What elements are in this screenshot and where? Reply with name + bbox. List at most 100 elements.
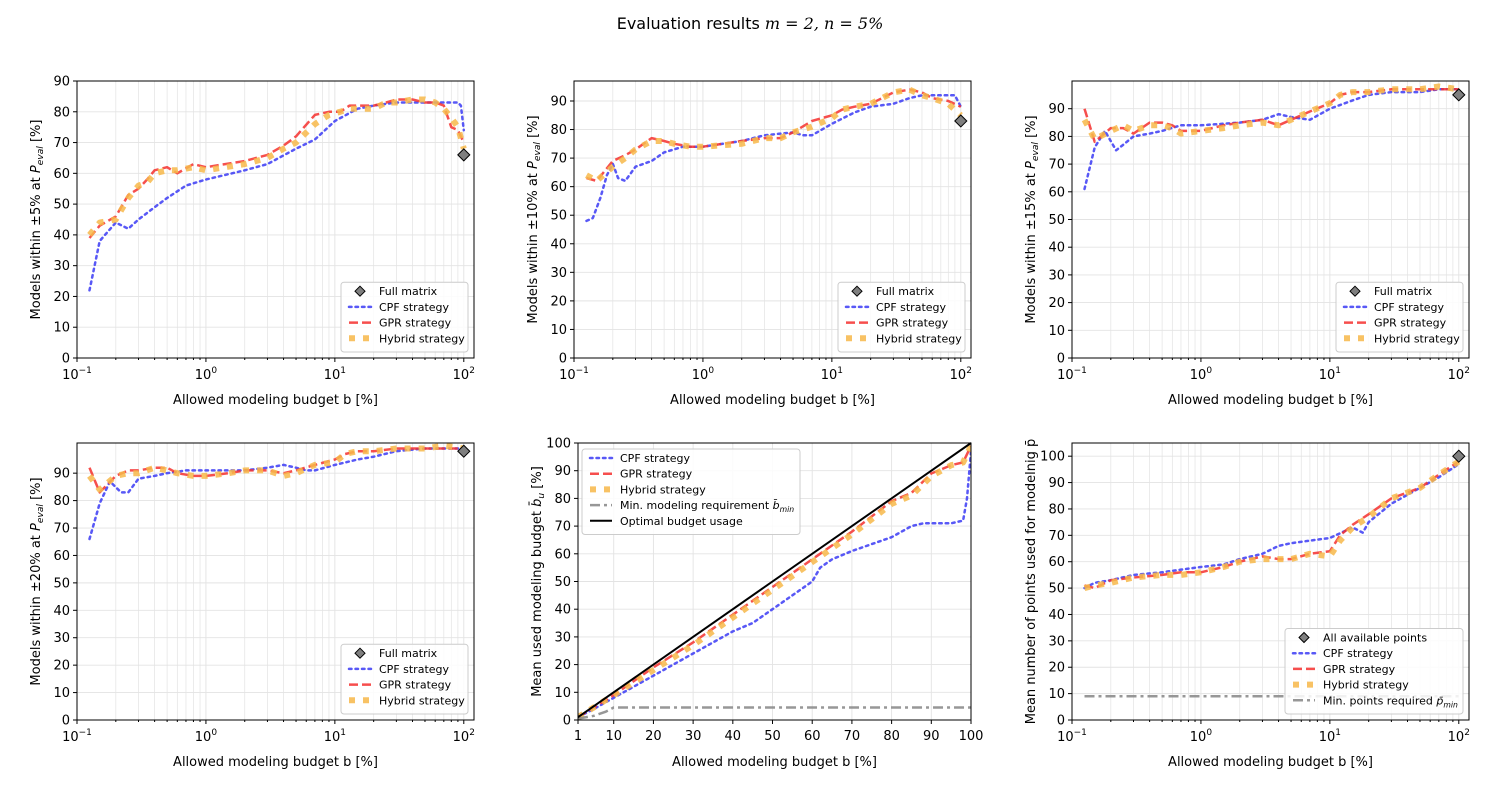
y-tick-label: 80: [53, 105, 70, 120]
legend-label: CPF strategy: [1374, 301, 1445, 314]
legend-p4: Full matrix CPF strategy GPR strategy Hybri…: [340, 643, 469, 715]
y-tick-label: 30: [53, 631, 70, 646]
x-tick-label: 80: [883, 729, 900, 744]
legend-label: GPR strategy: [1323, 663, 1396, 676]
y-tick-label: 30: [53, 259, 70, 274]
y-tick-label: 90: [53, 467, 70, 482]
legend-label: All available points: [1323, 632, 1427, 645]
y-tick-label: 60: [53, 549, 70, 564]
y-tick-label: 30: [554, 630, 571, 645]
y-tick-label: 60: [53, 167, 70, 182]
series-line-solid: [578, 442, 971, 719]
x-tick-label: 90: [923, 729, 940, 744]
x-axis-label: Allowed modeling budget b [%]: [672, 755, 877, 770]
x-tick-label: 101: [1319, 728, 1341, 745]
x-tick-label: 70: [844, 729, 861, 744]
y-tick-label: 0: [1057, 714, 1065, 729]
legend-box: [340, 643, 469, 715]
x-tick-label: 1: [574, 729, 582, 744]
y-tick-label: 60: [1048, 555, 1065, 570]
series-line-dotted: [1083, 88, 1461, 191]
full-matrix-marker: [457, 148, 471, 162]
plot-frame: [76, 442, 475, 721]
legend-label: Min. modeling requirement b̄min: [620, 499, 794, 514]
legend-p2: Full matrix CPF strategy GPR strategy Hybri…: [837, 281, 966, 353]
legend-box: [837, 281, 966, 353]
x-axis-label: Allowed modeling budget b [%]: [173, 755, 378, 770]
legend-label: Hybrid strategy: [379, 694, 465, 707]
legend-label: GPR strategy: [379, 317, 452, 330]
y-tick-label: 10: [1048, 324, 1065, 339]
y-tick-label: 70: [550, 152, 567, 167]
y-tick-label: 0: [563, 714, 571, 729]
legend-label: Optimal budget usage: [620, 515, 743, 528]
y-tick-label: 30: [1048, 268, 1065, 283]
series-line-thick-dashed: [87, 442, 465, 493]
y-axis-label: Mean used modeling budget b̄u [%]: [530, 466, 547, 697]
legend-label: CPF strategy: [1323, 647, 1394, 660]
x-tick-label: 100: [959, 729, 984, 744]
legend-label: Hybrid strategy: [379, 332, 465, 345]
y-tick-label: 60: [550, 180, 567, 195]
y-axis-label: Models within ±10% at Peval [%]: [526, 115, 543, 323]
figure-title-math: m = 2, n = 5%: [764, 14, 884, 33]
y-tick-label: 80: [550, 123, 567, 138]
y-tick-label: 50: [53, 198, 70, 213]
y-tick-label: 20: [1048, 296, 1065, 311]
y-tick-label: 80: [554, 492, 571, 507]
series-line-dotted: [88, 101, 466, 292]
legend-marker: [354, 647, 366, 659]
legend-label: CPF strategy: [379, 663, 450, 676]
y-tick-label: 10: [1048, 687, 1065, 702]
x-tick-label: 102: [950, 366, 972, 383]
legend-box: [581, 448, 801, 535]
series-group-p6: [1083, 458, 1461, 698]
y-tick-label: 20: [554, 658, 571, 673]
y-tick-label: 70: [1048, 158, 1065, 173]
legend-label: GPR strategy: [379, 679, 452, 692]
y-tick-label: 20: [53, 290, 70, 305]
x-tick-label: 100: [1190, 366, 1213, 383]
y-axis-label: Models within ±20% at Peval [%]: [29, 477, 46, 685]
y-tick-label: 10: [53, 321, 70, 336]
y-tick-label: 40: [550, 237, 567, 252]
legend-label: Full matrix: [379, 285, 438, 298]
y-tick-label: 10: [554, 686, 571, 701]
y-tick-label: 20: [53, 659, 70, 674]
y-tick-label: 90: [1048, 102, 1065, 117]
legend-label: CPF strategy: [876, 301, 947, 314]
legend-box: [1284, 628, 1464, 715]
legend-label: Hybrid strategy: [1323, 679, 1409, 692]
y-axis-label: Mean number of points used for modelnig …: [1024, 439, 1039, 725]
legend-box: [340, 281, 469, 353]
y-tick-label: 70: [1048, 529, 1065, 544]
y-tick-label: 90: [1048, 476, 1065, 491]
y-tick-label: 50: [1048, 213, 1065, 228]
legend-marker: [1298, 631, 1310, 644]
series-line-thick-dashed: [87, 96, 467, 237]
x-tick-label: 10−1: [62, 728, 92, 745]
y-tick-label: 90: [554, 464, 571, 479]
x-tick-label: 100: [195, 366, 218, 383]
y-tick-label: 30: [550, 266, 567, 281]
y-tick-label: 70: [53, 522, 70, 537]
y-axis-label: Models within ±5% at Peval [%]: [29, 120, 46, 320]
y-tick-label: 10: [550, 323, 567, 338]
y-tick-label: 50: [550, 209, 567, 224]
y-tick-label: 70: [554, 520, 571, 535]
y-tick-label: 100: [1040, 450, 1065, 465]
legend-p6: All available points CPF strategy GPR stra…: [1284, 628, 1464, 715]
legend-marker: [354, 285, 366, 297]
y-tick-label: 60: [1048, 185, 1065, 200]
x-tick-label: 101: [821, 366, 843, 383]
y-tick-label: 30: [1048, 634, 1065, 649]
chart-p1: 0 10 20 30 40 50 60 70 80 90 10−1 100 101 102 Allowed …: [29, 75, 475, 409]
legend-p3: Full matrix CPF strategy GPR strategy Hybri…: [1335, 281, 1464, 353]
legend-label: Hybrid strategy: [876, 332, 962, 345]
x-tick-label: 10−1: [559, 366, 589, 383]
x-tick-label: 40: [725, 729, 742, 744]
series-line-thick-dashed: [1083, 458, 1461, 592]
legend-marker: [1349, 285, 1361, 297]
legend-label: GPR strategy: [1374, 317, 1447, 330]
